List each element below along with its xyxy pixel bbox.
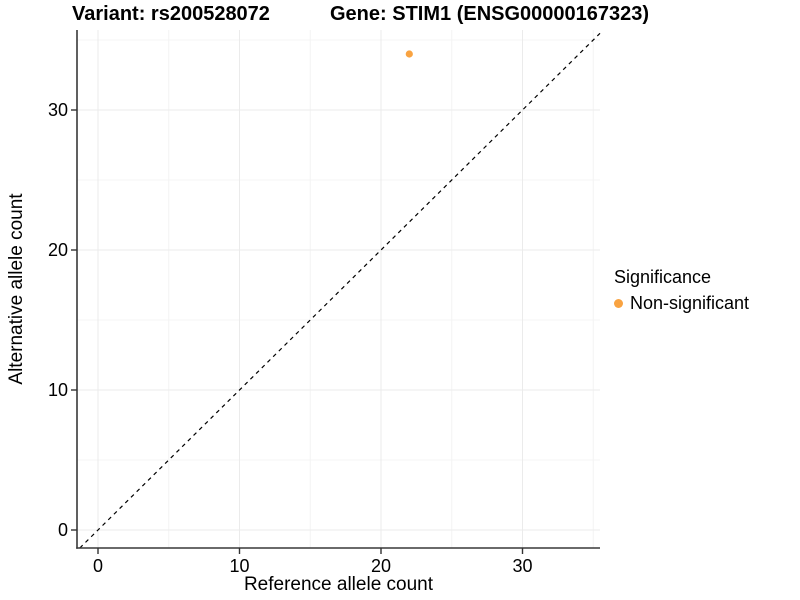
legend-item: Non-significant [614,293,749,314]
legend-point-icon [614,299,623,308]
x-tick-label: 30 [512,556,532,576]
y-axis-title: Alternative allele count [6,193,27,385]
legend-title: Significance [614,267,712,287]
y-tick-label: 0 [58,520,68,540]
plot-title-variant: Variant: rs200528072 [72,3,270,25]
x-tick-label: 0 [93,556,103,576]
x-axis-title: Reference allele count [243,574,434,595]
x-tick-label: 10 [229,556,249,576]
plot-title-gene: Gene: STIM1 (ENSG00000167323) [330,3,650,25]
y-tick-label: 10 [48,380,68,400]
y-tick-label: 20 [48,240,68,260]
x-tick-label: 20 [371,556,391,576]
identity-dashed-line [79,32,601,549]
data-point [405,50,413,58]
legend-item-label: Non-significant [630,293,750,313]
y-tick-label: 30 [48,100,68,120]
legend: Significance Non-significant [614,267,749,314]
